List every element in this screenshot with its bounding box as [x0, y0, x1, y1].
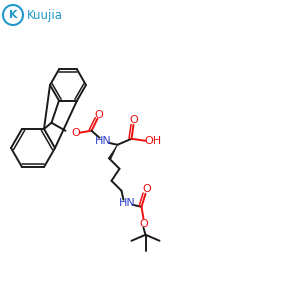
Text: Kuujia: Kuujia [27, 8, 63, 22]
Text: OH: OH [144, 136, 161, 146]
Text: O: O [94, 110, 103, 120]
Text: O: O [71, 128, 80, 138]
Text: O: O [142, 184, 151, 194]
Text: HN: HN [95, 136, 112, 146]
Text: K: K [9, 10, 17, 20]
Polygon shape [108, 145, 118, 159]
Text: HN: HN [119, 198, 136, 208]
Text: O: O [139, 219, 148, 229]
Text: O: O [129, 115, 138, 125]
